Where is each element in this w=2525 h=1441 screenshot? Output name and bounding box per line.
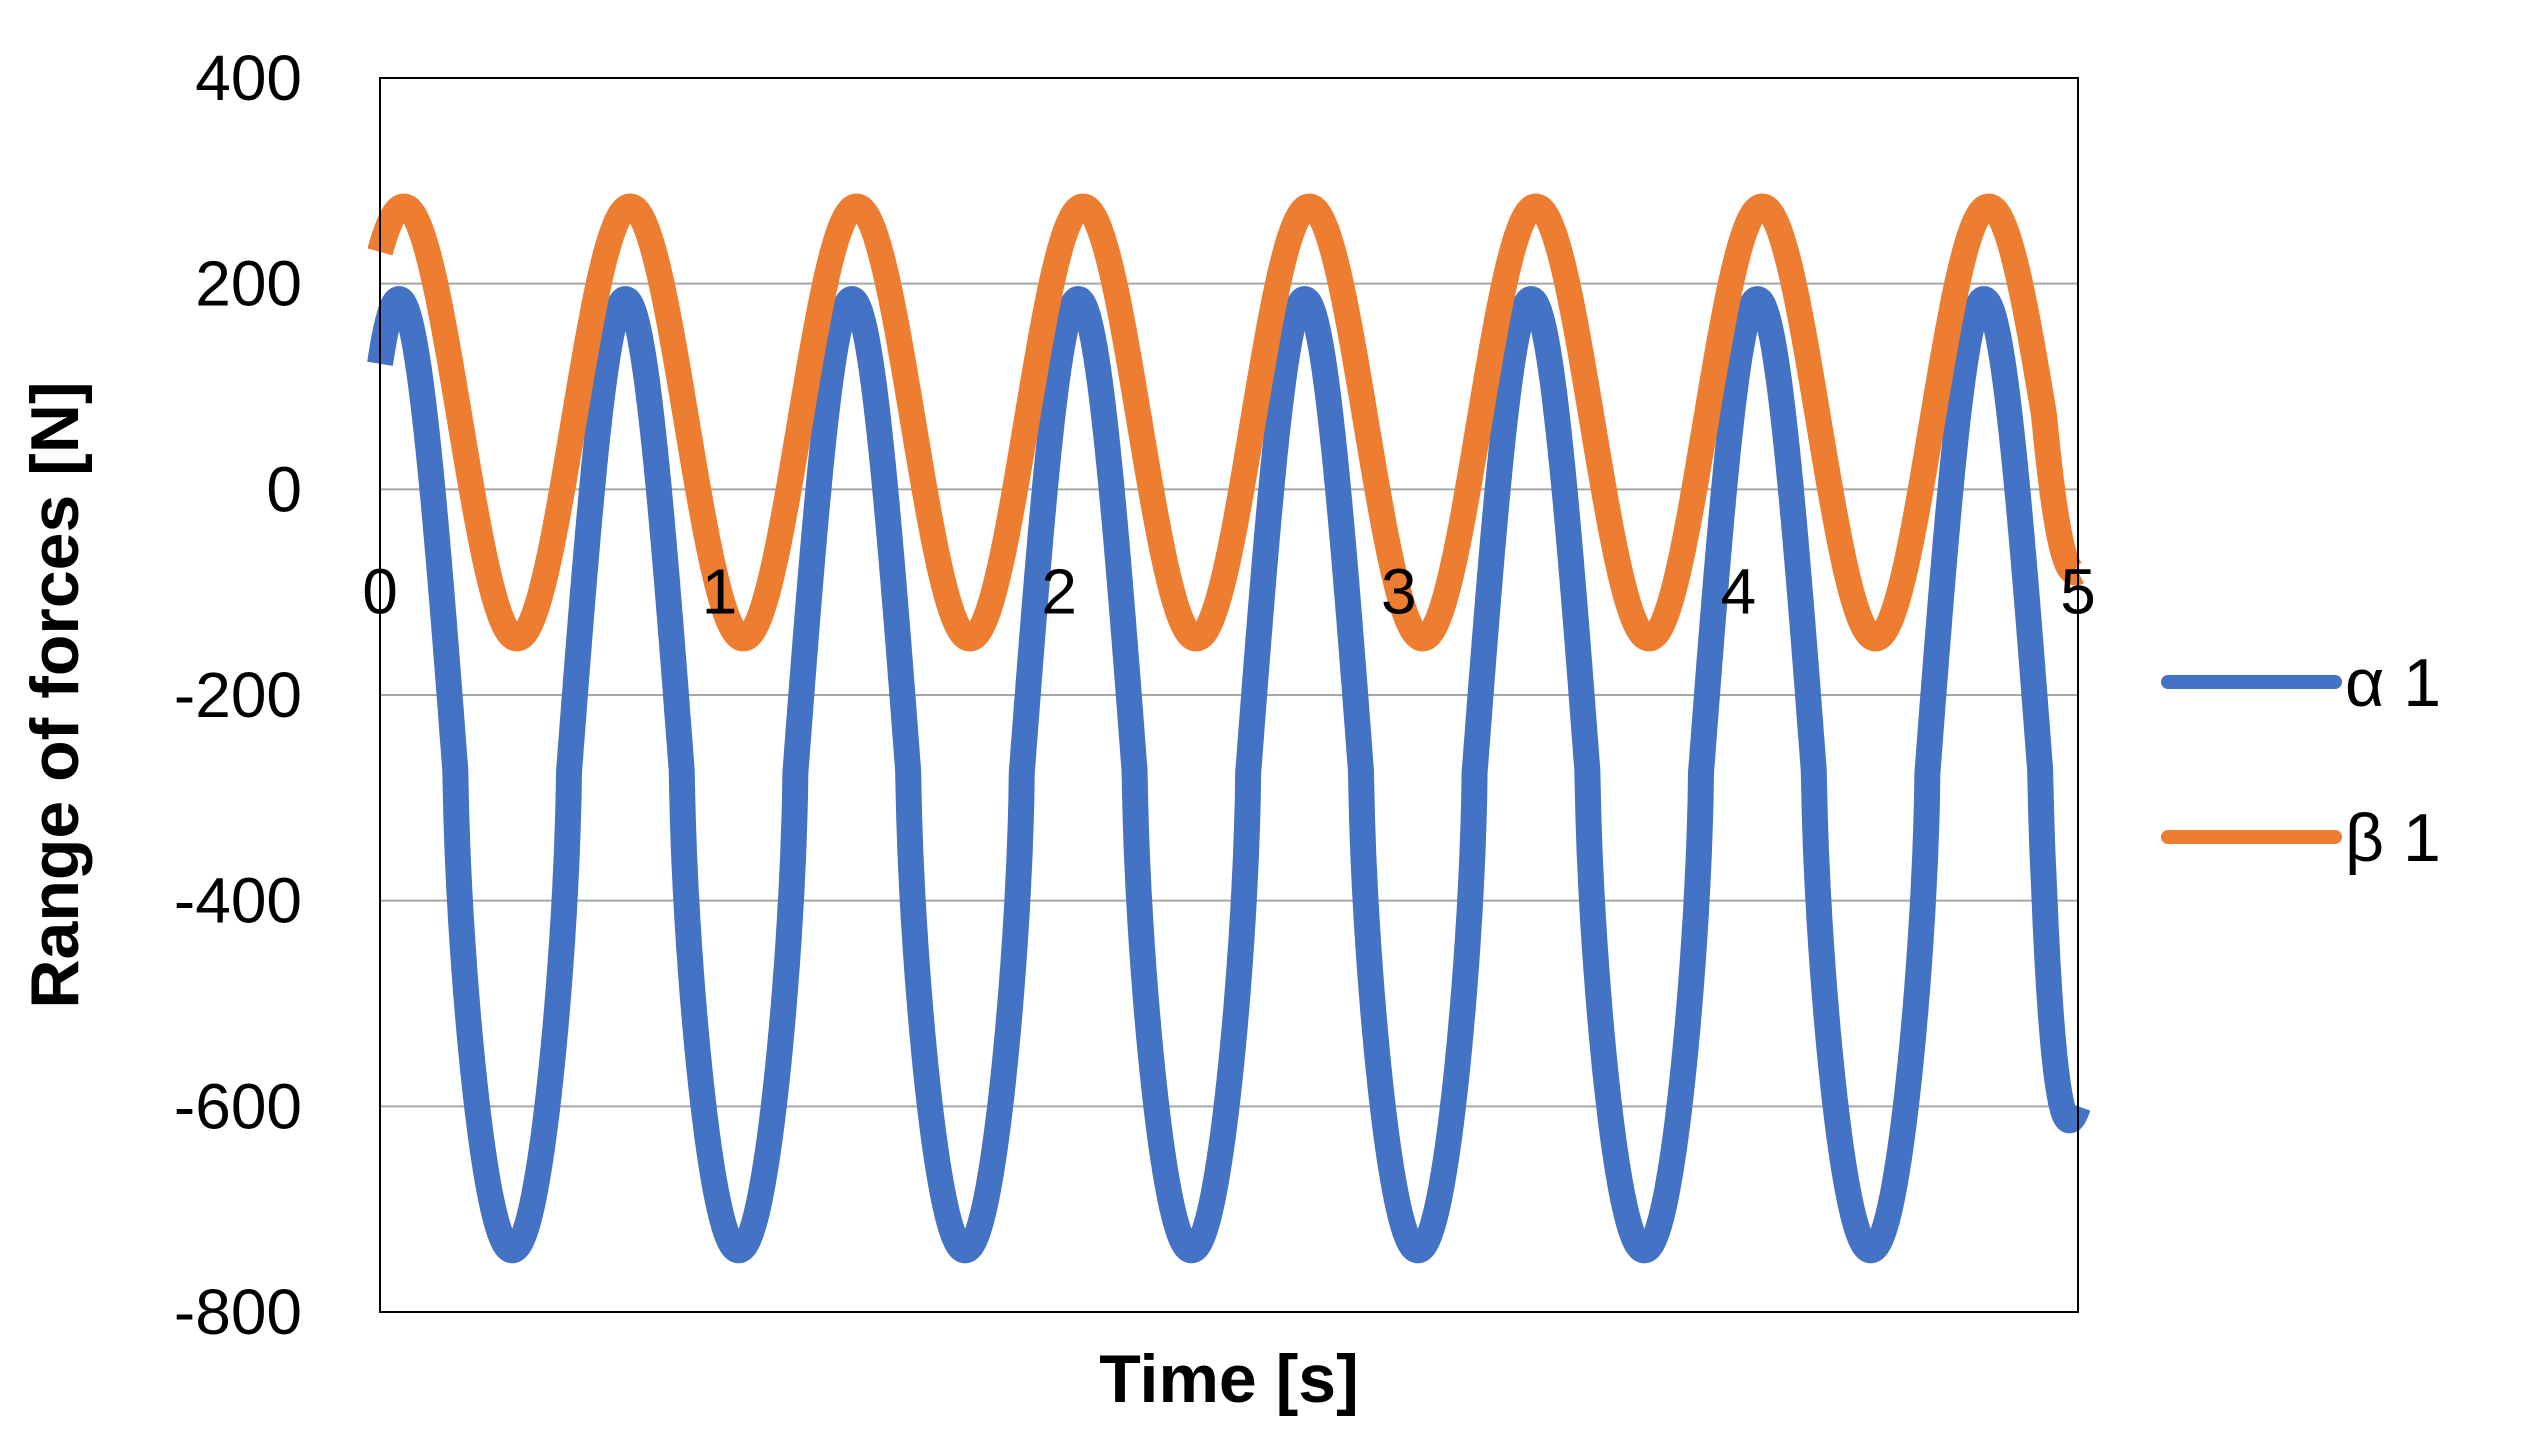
y-tick-label: 200 — [195, 248, 302, 320]
x-tick-label: 5 — [2060, 555, 2096, 627]
x-axis-ticks: 0 1 2 3 4 5 — [362, 555, 2096, 627]
legend-label: β 1 — [2345, 800, 2441, 876]
y-tick-label: -800 — [174, 1276, 302, 1348]
y-tick-label: 400 — [195, 42, 302, 114]
legend-label: α 1 — [2345, 645, 2441, 721]
y-tick-label: 0 — [266, 453, 302, 525]
x-axis-title: Time [s] — [1099, 1341, 1358, 1417]
series-line-1 — [367, 286, 2091, 1264]
plot-area — [379, 77, 2079, 1313]
y-axis-ticks: 400 200 0 -200 -400 -600 -800 — [174, 42, 302, 1348]
y-tick-label: -400 — [174, 865, 302, 937]
x-tick-label: 4 — [1721, 555, 1757, 627]
x-tick-label: 3 — [1381, 555, 1417, 627]
y-tick-label: -600 — [174, 1070, 302, 1142]
x-tick-label: 2 — [1041, 555, 1077, 627]
x-tick-label: 1 — [702, 555, 738, 627]
legend: α 1 β 1 — [2161, 645, 2441, 876]
x-tick-label: 0 — [362, 555, 398, 627]
y-tick-label: -200 — [174, 659, 302, 731]
series-line-2 — [367, 193, 2091, 652]
series-lines — [367, 193, 2091, 1264]
y-axis-title: Range of forces [N] — [17, 381, 93, 1008]
